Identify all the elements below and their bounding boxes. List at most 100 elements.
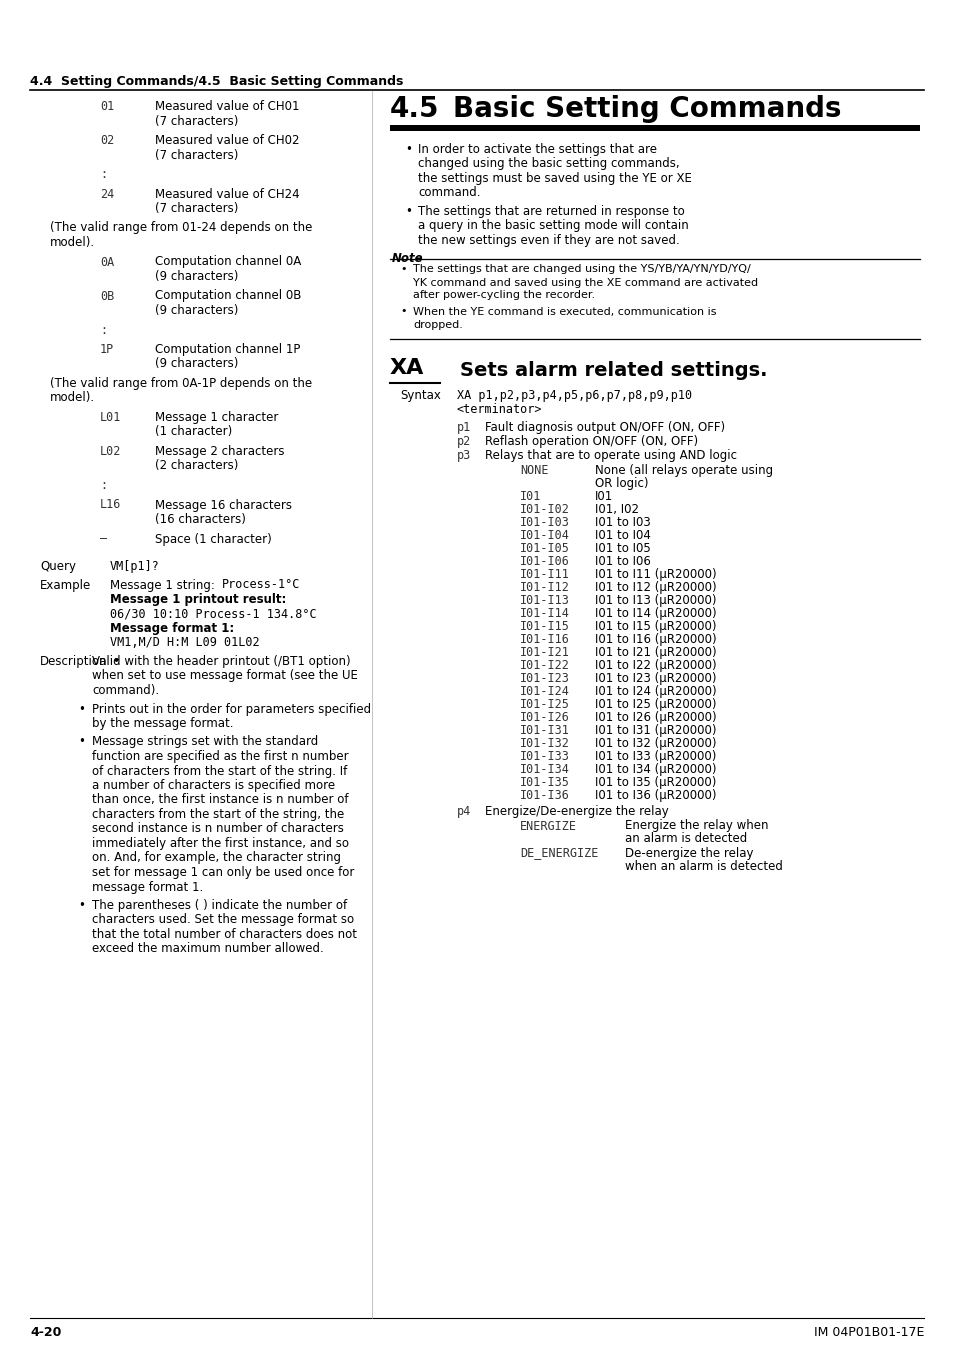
Text: I01-I36: I01-I36 [519, 788, 569, 802]
Text: I01-I13: I01-I13 [519, 594, 569, 608]
Text: Measured value of CH01: Measured value of CH01 [154, 100, 299, 113]
Text: Valid with the header printout (/BT1 option): Valid with the header printout (/BT1 opt… [91, 655, 351, 668]
Text: (9 characters): (9 characters) [154, 358, 238, 370]
Text: I01 to I34 (μR20000): I01 to I34 (μR20000) [595, 763, 716, 776]
Text: Energize the relay when: Energize the relay when [624, 819, 768, 833]
Text: command.: command. [417, 186, 480, 200]
Text: Fault diagnosis output ON/OFF (ON, OFF): Fault diagnosis output ON/OFF (ON, OFF) [484, 420, 724, 433]
Text: I01-I21: I01-I21 [519, 647, 569, 659]
Text: Note: Note [392, 252, 423, 266]
Text: •: • [78, 899, 85, 913]
Text: a number of characters is specified more: a number of characters is specified more [91, 779, 335, 792]
Text: Energize/De-energize the relay: Energize/De-energize the relay [484, 805, 668, 818]
Text: I01 to I32 (μR20000): I01 to I32 (μR20000) [595, 737, 716, 751]
Text: I01-I23: I01-I23 [519, 672, 569, 684]
Text: the new settings even if they are not saved.: the new settings even if they are not sa… [417, 234, 679, 247]
Text: I01-I34: I01-I34 [519, 763, 569, 776]
Text: VM[p1]?: VM[p1]? [110, 560, 160, 572]
Text: Message 1 string:: Message 1 string: [110, 579, 218, 591]
Text: (The valid range from 0A-1P depends on the: (The valid range from 0A-1P depends on t… [50, 377, 312, 390]
Text: 0A: 0A [100, 255, 114, 269]
Text: Message 2 characters: Message 2 characters [154, 446, 284, 458]
Text: I01-I35: I01-I35 [519, 776, 569, 788]
Text: function are specified as the first n number: function are specified as the first n nu… [91, 751, 348, 763]
Text: I01-I22: I01-I22 [519, 659, 569, 672]
Text: •: • [399, 306, 406, 316]
Text: 01: 01 [100, 100, 114, 113]
Text: I01-I26: I01-I26 [519, 711, 569, 724]
Text: I01 to I23 (μR20000): I01 to I23 (μR20000) [595, 672, 716, 684]
Text: Computation channel 0B: Computation channel 0B [154, 289, 301, 302]
Text: characters from the start of the string, the: characters from the start of the string,… [91, 809, 344, 821]
Text: Message 1 printout result:: Message 1 printout result: [110, 593, 286, 606]
Text: XA p1,p2,p3,p4,p5,p6,p7,p8,p9,p10: XA p1,p2,p3,p4,p5,p6,p7,p8,p9,p10 [456, 389, 691, 401]
Text: message format 1.: message format 1. [91, 880, 203, 894]
Text: I01 to I22 (μR20000): I01 to I22 (μR20000) [595, 659, 716, 672]
Text: Prints out in the order for parameters specified: Prints out in the order for parameters s… [91, 702, 371, 716]
Text: Space (1 character): Space (1 character) [154, 532, 272, 545]
Text: model).: model). [50, 236, 95, 248]
Text: •: • [405, 205, 412, 217]
Text: Message strings set with the standard: Message strings set with the standard [91, 736, 318, 748]
Text: an alarm is detected: an alarm is detected [624, 833, 746, 845]
Text: changed using the basic setting commands,: changed using the basic setting commands… [417, 158, 679, 170]
Text: I01-I32: I01-I32 [519, 737, 569, 751]
Text: 06/30 10:10 Process-1 134.8°C: 06/30 10:10 Process-1 134.8°C [110, 608, 316, 621]
Text: I01 to I11 (μR20000): I01 to I11 (μR20000) [595, 568, 716, 580]
Text: (9 characters): (9 characters) [154, 304, 238, 317]
Text: Reflash operation ON/OFF (ON, OFF): Reflash operation ON/OFF (ON, OFF) [484, 435, 698, 448]
Text: Message 1 character: Message 1 character [154, 410, 278, 424]
Text: Basic Setting Commands: Basic Setting Commands [453, 95, 841, 123]
Text: OR logic): OR logic) [595, 477, 648, 490]
Text: I01-I31: I01-I31 [519, 724, 569, 737]
Text: I01-I33: I01-I33 [519, 751, 569, 763]
Text: I01-I06: I01-I06 [519, 555, 569, 568]
Text: characters used. Set the message format so: characters used. Set the message format … [91, 914, 354, 926]
Text: 4.4  Setting Commands/4.5  Basic Setting Commands: 4.4 Setting Commands/4.5 Basic Setting C… [30, 76, 403, 88]
Text: 4.5: 4.5 [390, 95, 439, 123]
Text: <terminator>: <terminator> [456, 404, 542, 416]
Text: I01 to I35 (μR20000): I01 to I35 (μR20000) [595, 776, 716, 788]
Text: YK command and saved using the XE command are activated: YK command and saved using the XE comman… [413, 278, 758, 288]
Text: —: — [100, 532, 107, 545]
Text: when set to use message format (see the UE: when set to use message format (see the … [91, 670, 357, 683]
Text: :: : [100, 167, 107, 181]
Text: I01 to I04: I01 to I04 [595, 529, 650, 541]
Text: I01 to I14 (μR20000): I01 to I14 (μR20000) [595, 608, 716, 620]
Text: I01 to I33 (μR20000): I01 to I33 (μR20000) [595, 751, 716, 763]
Text: L16: L16 [100, 498, 121, 512]
Text: dropped.: dropped. [413, 320, 462, 329]
Text: after power-cycling the recorder.: after power-cycling the recorder. [413, 290, 595, 301]
Text: of characters from the start of the string. If: of characters from the start of the stri… [91, 764, 347, 778]
Text: The settings that are changed using the YS/YB/YA/YN/YD/YQ/: The settings that are changed using the … [413, 265, 750, 274]
Text: In order to activate the settings that are: In order to activate the settings that a… [417, 143, 657, 157]
Text: Measured value of CH02: Measured value of CH02 [154, 134, 299, 147]
Text: VM1,M/D H:M L09 01L02: VM1,M/D H:M L09 01L02 [110, 636, 259, 649]
Text: Measured value of CH24: Measured value of CH24 [154, 188, 299, 201]
Text: (The valid range from 01-24 depends on the: (The valid range from 01-24 depends on t… [50, 221, 312, 235]
Text: I01-I03: I01-I03 [519, 516, 569, 529]
Bar [390, 126, 919, 131]
Text: a query in the basic setting mode will contain: a query in the basic setting mode will c… [417, 220, 688, 232]
Text: I01-I24: I01-I24 [519, 684, 569, 698]
Text: I01-I05: I01-I05 [519, 541, 569, 555]
Text: (2 characters): (2 characters) [154, 459, 238, 472]
Text: when an alarm is detected: when an alarm is detected [624, 860, 782, 872]
Text: the settings must be saved using the YE or XE: the settings must be saved using the YE … [417, 171, 691, 185]
Text: The settings that are returned in response to: The settings that are returned in respon… [417, 205, 684, 217]
Text: Description: Description [40, 655, 108, 668]
Text: 1P: 1P [100, 343, 114, 356]
Text: second instance is n number of characters: second instance is n number of character… [91, 822, 343, 836]
Text: 4-20: 4-20 [30, 1326, 61, 1339]
Text: XA: XA [390, 359, 424, 378]
Text: I01 to I15 (μR20000): I01 to I15 (μR20000) [595, 620, 716, 633]
Text: I01, I02: I01, I02 [595, 504, 639, 516]
Text: ENERGIZE: ENERGIZE [519, 819, 577, 833]
Text: IM 04P01B01-17E: IM 04P01B01-17E [813, 1326, 923, 1339]
Text: •: • [78, 736, 85, 748]
Text: 02: 02 [100, 134, 114, 147]
Text: Example: Example [40, 579, 91, 591]
Text: I01: I01 [595, 490, 613, 504]
Text: on. And, for example, the character string: on. And, for example, the character stri… [91, 852, 340, 864]
Text: set for message 1 can only be used once for: set for message 1 can only be used once … [91, 865, 354, 879]
